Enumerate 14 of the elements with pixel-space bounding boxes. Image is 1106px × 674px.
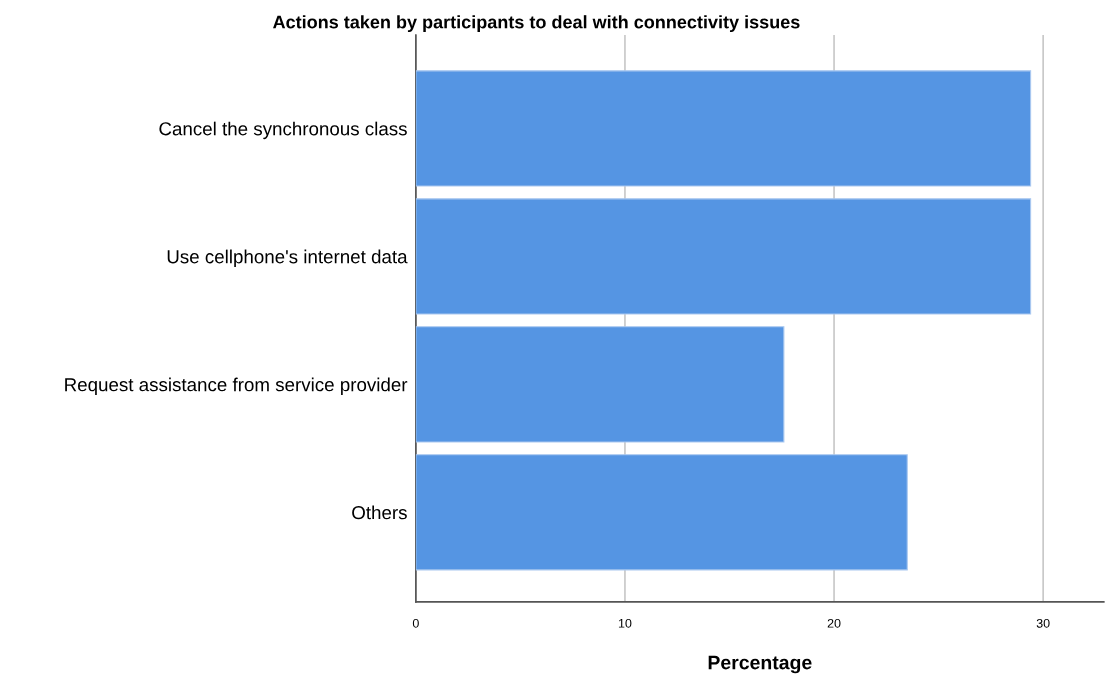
x-tick-label: 20	[827, 618, 841, 628]
chart-title: Actions taken by participants to deal with connectivity issues	[273, 15, 800, 33]
bar	[415, 70, 1032, 187]
x-tick-label: 0	[412, 618, 419, 628]
bar	[415, 454, 908, 571]
y-tick-label: Request assistance from service provider	[65, 377, 408, 396]
bar	[415, 198, 1032, 315]
x-tick-label: 10	[618, 618, 632, 628]
y-tick-label: Cancel the synchronous class	[159, 121, 407, 140]
x-axis-title: Percentage	[708, 655, 812, 674]
y-tick-label: Use cellphone's internet data	[167, 249, 408, 268]
y-tick-label: Others	[352, 505, 407, 520]
bar	[415, 326, 785, 443]
x-tick-label: 30	[1036, 618, 1050, 628]
